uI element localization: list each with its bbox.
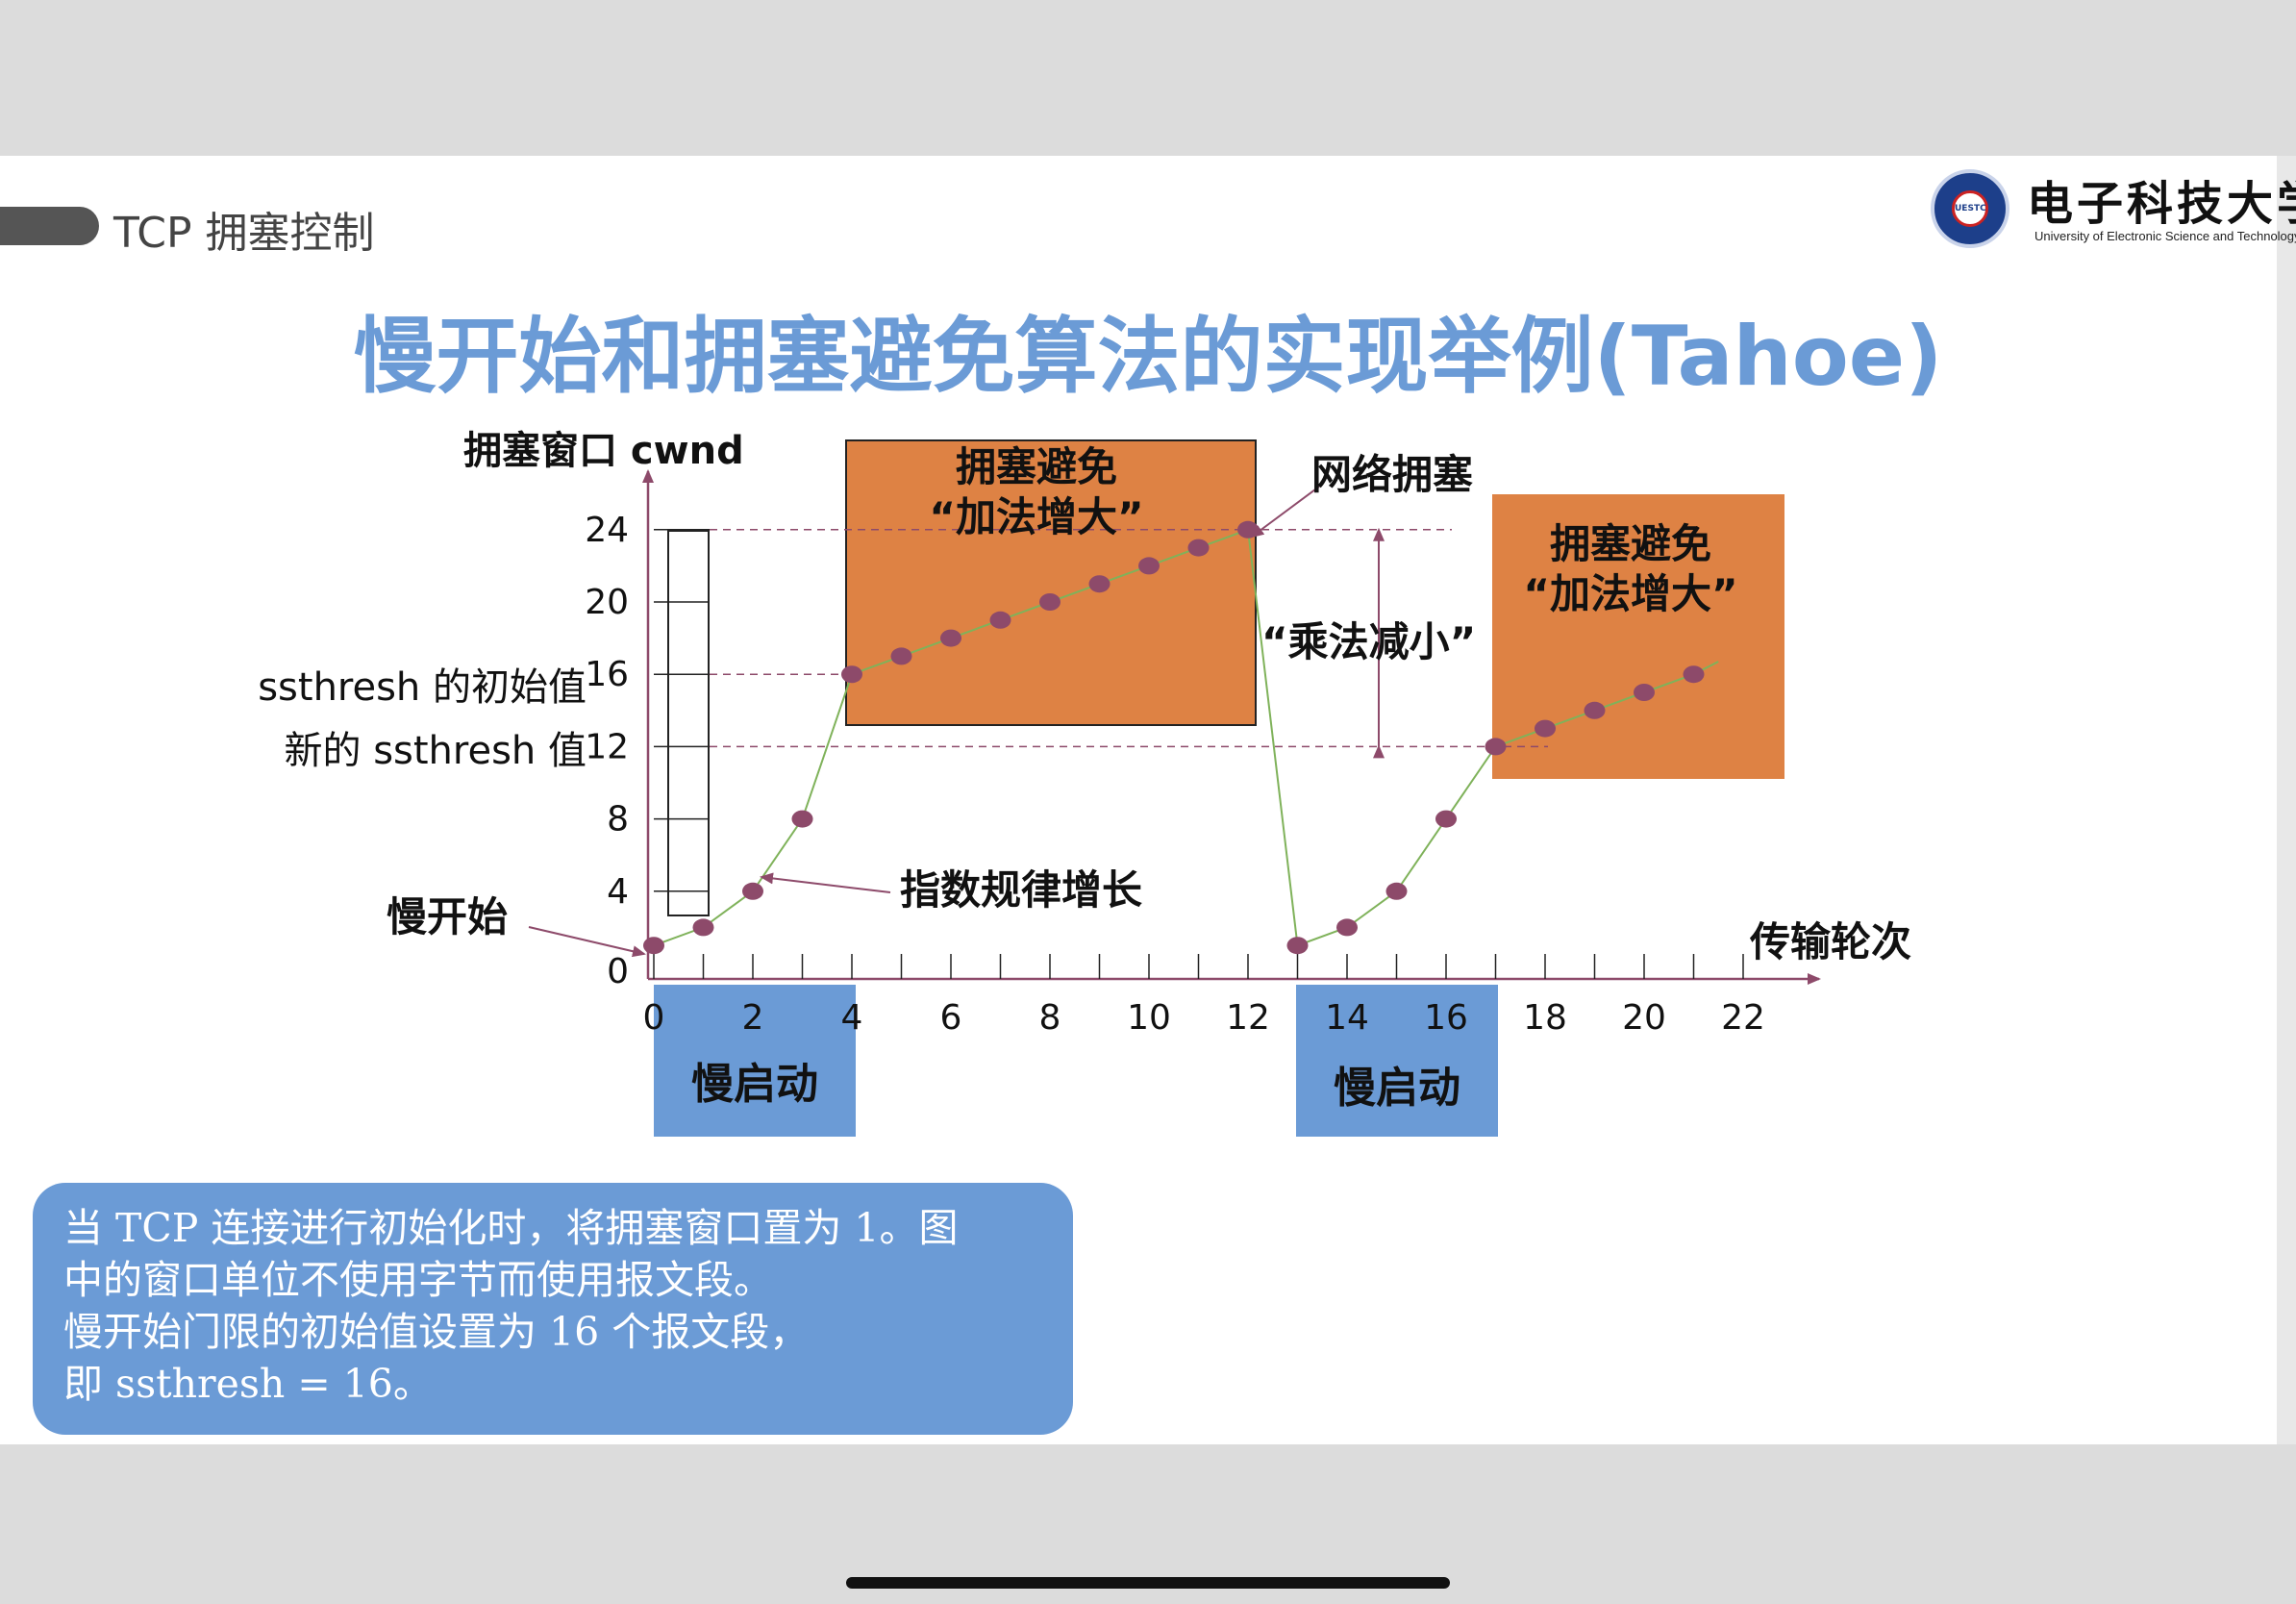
x-tick-label: 6 — [940, 998, 962, 1038]
exponential-arrow — [760, 872, 891, 893]
ca-box-1-title: 拥塞避免 — [956, 443, 1117, 490]
x-tick-label: 2 — [742, 998, 764, 1038]
data-point — [1237, 520, 1259, 539]
x-tick-label: 22 — [1721, 998, 1765, 1038]
data-point — [1584, 701, 1606, 719]
page-title: 慢开始和拥塞避免算法的实现举例(Tahoe) — [353, 309, 1943, 405]
note-line-4: 即 ssthresh = 16。 — [63, 1361, 433, 1407]
ssthresh-initial-label: ssthresh 的初始值 — [258, 665, 586, 710]
note-line-3: 慢开始门限的初始值设置为 16 个报文段， — [63, 1309, 810, 1355]
x-tick-label: 8 — [1039, 998, 1061, 1038]
y-tick-label: 0 — [607, 952, 629, 991]
x-axis-label: 传输轮次 — [1749, 918, 1911, 965]
x-tick-label: 18 — [1523, 998, 1567, 1038]
data-point — [1039, 593, 1061, 611]
y-tick-label: 16 — [585, 655, 629, 694]
data-point — [989, 611, 1011, 629]
y-tick-label: 20 — [585, 583, 629, 622]
y-tick-label: 12 — [585, 727, 629, 766]
y-axis-label: 拥塞窗口 cwnd — [463, 429, 744, 473]
congestion-label: 网络拥塞 — [1311, 451, 1473, 498]
data-point — [1336, 918, 1358, 937]
data-point — [1683, 665, 1705, 684]
slow-start-box-1 — [654, 985, 856, 1137]
data-point — [1187, 539, 1210, 557]
y-tick-label: 4 — [607, 872, 629, 912]
data-point — [940, 629, 961, 647]
seal-text: UESTC — [1952, 190, 1988, 227]
explanation-note: 当 TCP 连接进行初始化时，将拥塞窗口置为 1。图 中的窗口单位不使用字节而使… — [33, 1183, 1073, 1435]
x-tick-label: 20 — [1622, 998, 1666, 1038]
exponential-growth-label: 指数规律增长 — [900, 866, 1142, 914]
data-point — [1634, 684, 1655, 701]
x-tick-label: 12 — [1226, 998, 1270, 1038]
note-line-1: 当 TCP 连接进行初始化时，将拥塞窗口置为 1。图 — [63, 1205, 959, 1251]
data-point — [791, 810, 813, 828]
university-seal: UESTC — [1931, 169, 2009, 248]
x-tick-label: 10 — [1127, 998, 1171, 1038]
data-point — [742, 882, 763, 900]
ca-box-2-title: 拥塞避免 — [1550, 520, 1711, 567]
data-point — [1485, 738, 1507, 756]
window-bar — [667, 530, 710, 916]
data-point — [643, 937, 664, 955]
slow-start-box-2-label: 慢启动 — [1334, 1064, 1460, 1113]
data-point — [1286, 937, 1309, 955]
slow-start-box-2 — [1296, 985, 1498, 1137]
slide-edge — [2277, 156, 2296, 1444]
x-tick-label: 16 — [1424, 998, 1468, 1038]
ca-box-1-subtitle: “加法增大” — [929, 493, 1143, 540]
logo-english-name: University of Electronic Science and Tec… — [2034, 229, 2296, 243]
slow-start-arrow — [528, 926, 646, 958]
x-tick-label: 4 — [841, 998, 863, 1038]
data-point — [1088, 575, 1111, 593]
home-indicator[interactable] — [846, 1577, 1450, 1589]
y-tick-label: 8 — [607, 800, 629, 840]
ca-box-2-subtitle: “加法增大” — [1523, 570, 1737, 617]
section-title: TCP 拥塞控制 — [113, 209, 375, 258]
university-logo: UESTC 电子科技大学 University of Electronic Sc… — [1931, 163, 2296, 260]
x-tick-label: 14 — [1325, 998, 1369, 1038]
data-point — [1535, 719, 1556, 738]
slow-start-box-1-label: 慢启动 — [691, 1060, 818, 1109]
slow-start-label: 慢开始 — [387, 893, 508, 940]
data-point — [1435, 810, 1457, 828]
congestion-avoidance-box-1 — [845, 439, 1257, 726]
ssthresh-new-label: 新的 ssthresh 值 — [284, 729, 586, 773]
note-line-2: 中的窗口单位不使用字节而使用报文段。 — [63, 1257, 773, 1303]
data-point — [841, 665, 862, 684]
congestion-arrow — [1250, 486, 1320, 539]
section-marker — [0, 207, 99, 245]
data-point — [692, 918, 714, 937]
multiplicative-decrease-label: “乘法减小” — [1261, 618, 1476, 665]
data-point — [1138, 557, 1160, 575]
data-point — [1385, 882, 1408, 900]
data-point — [890, 647, 912, 665]
y-tick-label: 24 — [585, 511, 629, 550]
x-tick-label: 0 — [643, 998, 665, 1038]
logo-chinese-name: 电子科技大学 — [2027, 177, 2296, 231]
